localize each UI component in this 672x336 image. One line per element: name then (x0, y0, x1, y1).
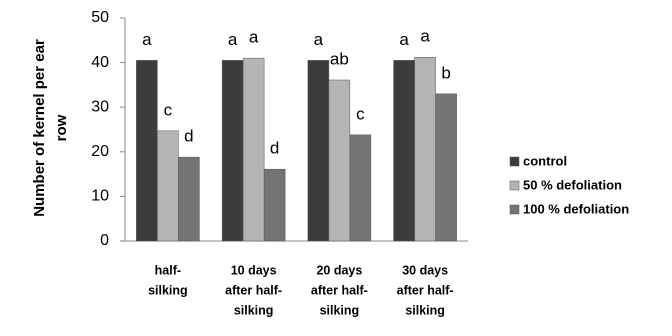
bar (136, 60, 158, 242)
x-tick-label: half- (155, 263, 181, 277)
significance-letter: a (420, 27, 430, 46)
bar (349, 134, 372, 242)
significance-letter: a (228, 30, 238, 49)
significance-letter: d (184, 127, 193, 146)
significance-letter: b (441, 63, 450, 82)
legend-swatch (509, 156, 520, 167)
significance-letter: d (270, 139, 279, 158)
x-tick-label: 10 days (231, 263, 277, 277)
y-tick-label: 50 (91, 9, 109, 26)
y-tick-label: 20 (91, 143, 109, 160)
x-tick-label: 30 days (402, 263, 448, 277)
bar (328, 79, 351, 242)
bar (263, 168, 286, 242)
bar (307, 60, 330, 242)
legend-swatch (509, 180, 520, 191)
significance-letter: c (164, 100, 173, 119)
x-tick-label: silking (234, 303, 274, 317)
x-tick-label: 20 days (316, 263, 362, 277)
bar (242, 57, 265, 242)
y-tick-label: 10 (91, 188, 109, 205)
significance-letter: a (399, 30, 409, 49)
significance-letter: a (314, 30, 324, 49)
legend-label: 100 % defoliation (523, 201, 629, 216)
x-tick-label: silking (148, 283, 188, 297)
bar (157, 130, 179, 242)
significance-letter: a (142, 30, 152, 49)
bar (178, 156, 200, 242)
legend-swatch (509, 204, 520, 215)
legend-label: control (523, 153, 567, 168)
x-tick-label: after half- (311, 283, 368, 297)
y-tick-label: 40 (91, 54, 109, 71)
bar (393, 60, 415, 242)
bar (435, 93, 457, 242)
y-axis-label: row (53, 114, 70, 141)
significance-letter: a (249, 28, 259, 47)
bar (221, 60, 244, 242)
bar (414, 56, 436, 242)
significance-letter: ab (330, 49, 349, 68)
x-tick-label: after half- (397, 283, 454, 297)
y-tick-label: 30 (91, 98, 109, 115)
legend-label: 50 % defoliation (523, 177, 622, 192)
significance-letter: c (356, 104, 365, 123)
y-axis-label: Number of kernel per ear (31, 39, 48, 217)
x-tick-label: after half- (225, 283, 282, 297)
y-tick-label: 0 (100, 232, 109, 249)
x-tick-label: silking (405, 303, 445, 317)
x-tick-label: silking (320, 303, 360, 317)
